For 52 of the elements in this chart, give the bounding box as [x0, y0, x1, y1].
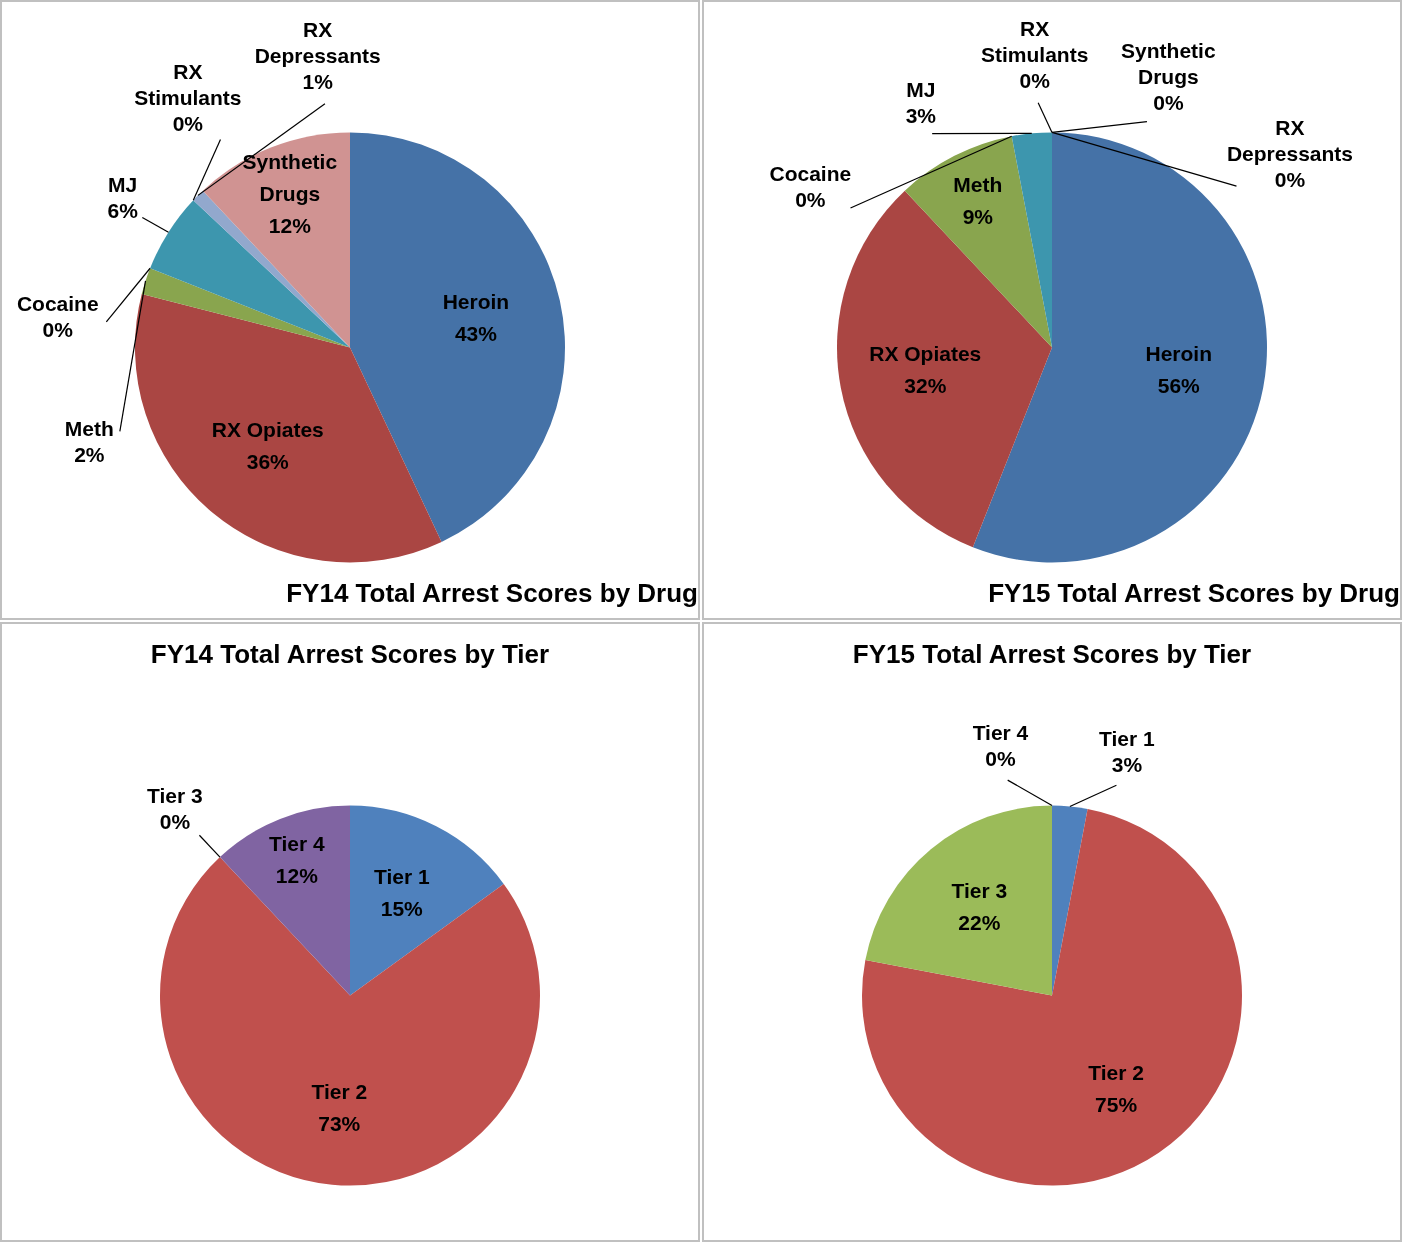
text: 0% — [795, 188, 826, 212]
category-label: RX Depressants — [1226, 116, 1353, 166]
slice-label: Tier 2 — [1088, 1060, 1144, 1084]
category-label: Synthetic Drugs — [1121, 39, 1216, 89]
slice-label: Heroin — [442, 290, 510, 314]
chart-title: FY14 Total Arrest Scores by Tier — [150, 638, 550, 669]
text: 0% — [1274, 168, 1306, 192]
category-label: Cocaine — [16, 292, 99, 316]
category-label: RX Stimulants — [980, 16, 1089, 66]
data-label: 1% — [302, 69, 334, 93]
slice-label: RX Opiates — [869, 342, 982, 366]
slice-label: Heroin — [1145, 342, 1212, 366]
slice-label: Tier 1 — [373, 864, 430, 888]
text: 0% — [159, 810, 191, 834]
data-label: 6% — [107, 199, 139, 223]
data-label: 73% — [318, 1111, 361, 1135]
text: 0% — [172, 112, 204, 136]
data-label: 43% — [454, 322, 498, 346]
data-label: 2% — [74, 442, 105, 466]
data-label: 32% — [904, 374, 947, 398]
slice-label: Tier 3 — [951, 878, 1008, 902]
data-label: 12% — [268, 214, 312, 238]
text: 0% — [1019, 68, 1050, 92]
text: 0% — [1153, 91, 1184, 115]
data-label: 15% — [380, 896, 424, 920]
slice-label: Meth — [64, 416, 114, 440]
data-label: 36% — [246, 449, 290, 473]
slice-label: Tier 4 — [269, 832, 325, 856]
data-label: 3% — [1111, 752, 1143, 776]
category-label: Tier 4 — [972, 720, 1029, 744]
slice-label: MJ — [906, 77, 936, 101]
category-label: RX Stimulants — [134, 60, 242, 110]
data-label: 56% — [1157, 374, 1201, 398]
slice-label: Meth — [953, 172, 1003, 196]
data-label: 75% — [1095, 1092, 1138, 1116]
data-label: 3% — [905, 103, 937, 127]
category-label: Cocaine — [769, 162, 852, 186]
text: FY15 Total Arrest Scores by Drug — [988, 577, 1400, 608]
slice-label: Synthetic Drugs — [242, 150, 338, 206]
text: 0% — [985, 746, 1016, 770]
slice-label: Tier 1 — [1099, 726, 1156, 750]
slice-label: MJ — [108, 173, 138, 197]
text: FY14 Total Arrest Scores by Drug — [286, 577, 698, 608]
slice-label: RX Opiates — [211, 417, 324, 441]
data-label: 22% — [958, 910, 1001, 934]
slice-label: Tier 2 — [311, 1079, 368, 1103]
data-label: 9% — [962, 204, 994, 228]
category-label: Tier 3 — [147, 784, 203, 808]
chart-title: FY15 Total Arrest Scores by Tier — [852, 638, 1252, 669]
slice-label: RX Depressants — [254, 17, 381, 67]
text: 0% — [42, 318, 73, 342]
data-label: 12% — [275, 864, 319, 888]
